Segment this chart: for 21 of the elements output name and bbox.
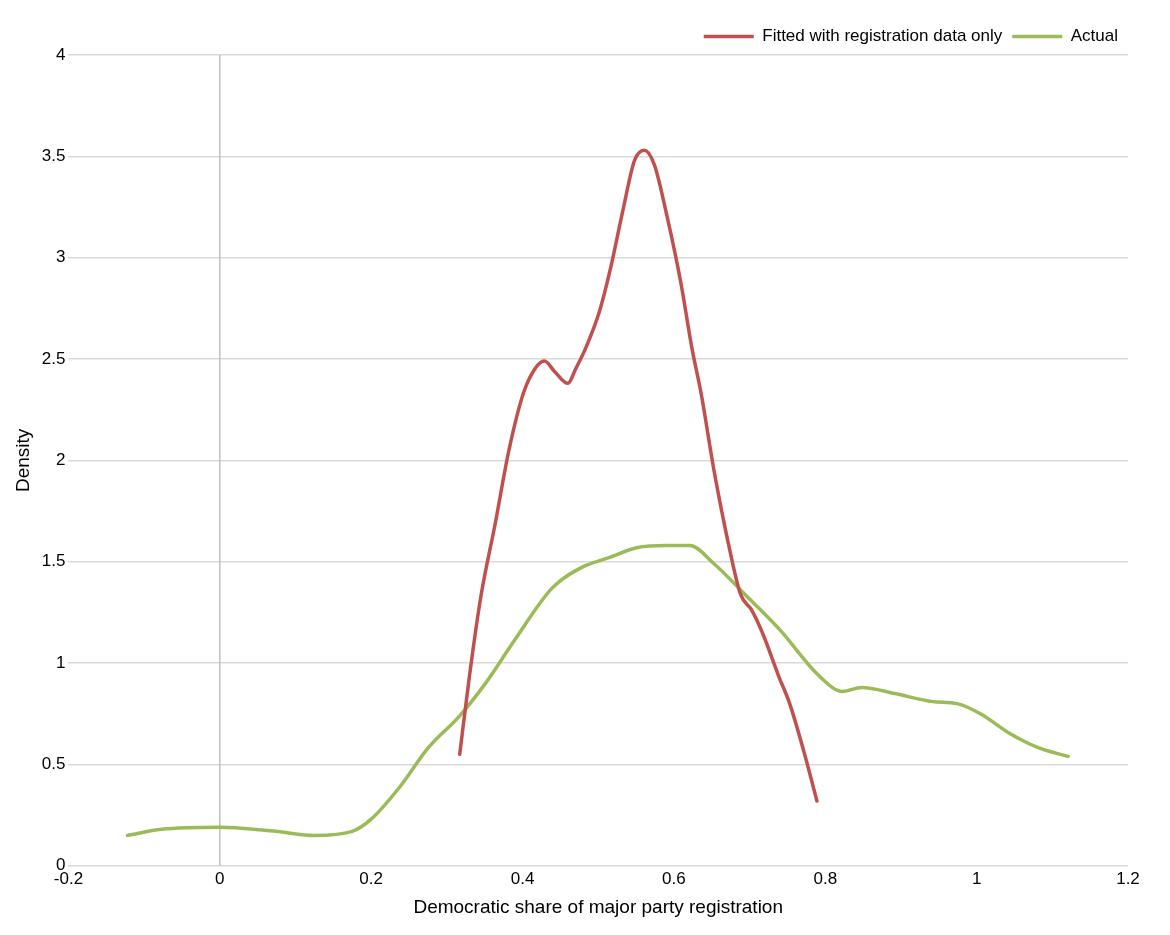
x-tick-label: 0.6 bbox=[662, 868, 686, 888]
x-tick-label: 0.2 bbox=[359, 868, 383, 888]
x-tick-label: 0 bbox=[215, 868, 225, 888]
legend-label: Fitted with registration data only bbox=[762, 26, 1003, 46]
x-tick-label: 1.2 bbox=[1116, 868, 1140, 888]
y-tick-label: 2 bbox=[55, 450, 66, 470]
x-axis-title: Democratic share of major party registration bbox=[413, 895, 784, 917]
y-tick-label: 1.5 bbox=[41, 551, 66, 571]
y-tick-label: 2.5 bbox=[41, 348, 66, 368]
y-tick-label: 1 bbox=[55, 652, 66, 672]
y-tick-label: 0.5 bbox=[41, 754, 66, 774]
y-tick-label: 4 bbox=[55, 44, 66, 64]
line-series bbox=[457, 148, 819, 803]
y-tick-label: 3 bbox=[55, 247, 66, 267]
y-tick-label: 3.5 bbox=[41, 146, 66, 166]
line-series bbox=[125, 543, 1070, 838]
x-tick-label: 0.8 bbox=[813, 868, 838, 888]
legend-label: Actual bbox=[1070, 26, 1118, 46]
y-axis-title: Density bbox=[11, 428, 33, 493]
x-tick-label: 1 bbox=[971, 868, 982, 888]
x-tick-label: 0.4 bbox=[510, 868, 535, 888]
